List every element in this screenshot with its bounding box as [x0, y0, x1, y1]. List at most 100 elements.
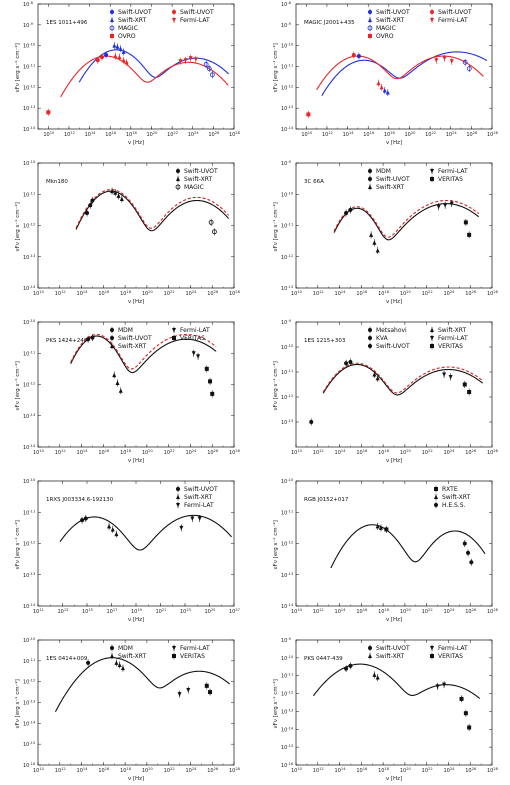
panel-pks-1424-240-xtick-label: 1010: [33, 449, 45, 456]
panel-pks-0447-439-legend-label: Swift-XRT: [376, 653, 404, 660]
panel-1rxs-j003334-6-192130-ytick-label: 10-12: [23, 541, 35, 548]
panel-mkn180-model-curve-1: [75, 190, 229, 232]
panel-1rxs-j003334-6-192130-legend-label: Fermi-LAT: [184, 502, 214, 509]
panel-1rxs-j003334-6-192130-model-curve-1: [59, 514, 232, 551]
panel-pks-1424-240-xtick-label: 1018: [120, 449, 132, 456]
panel-1es-0414-009-ytick-label: 10-16: [23, 762, 36, 769]
panel-pks-0447-439-legend-label: Swift-UVOT: [376, 645, 410, 652]
panel-pks-0447-439-legend-label: Fermi-LAT: [438, 645, 468, 652]
panel-pks-1424-240: 1010 1012 1014 1016 1018 1020 1022 1024 1026 1028…: [14, 319, 241, 464]
panel-pks-0447-439-point: [435, 684, 440, 689]
panel-1es-1215-303-legend-label: Fermi-LAT: [438, 335, 468, 342]
panel-1es-1215-303-ytick-label: 10-10: [281, 344, 294, 351]
panel-rgb-j0152-017-point: [462, 541, 467, 546]
panel-magic-j2001-435-models: [316, 51, 488, 96]
panel-mkn180-point: [116, 193, 121, 198]
panel-1es-0414-009-xtick-label: 1018: [120, 767, 132, 774]
panel-rgb-j0152-017: 1010 1012 1014 1016 1018 1020 1022 1024 1026 1028…: [272, 478, 499, 623]
panel-magic-j2001-435-point: [466, 66, 472, 71]
panel-1es-1011-496-ytick-label: 10-13: [23, 105, 35, 112]
panel-magic-j2001-435-point: [379, 84, 384, 90]
panel-pks-0447-439-point: [344, 666, 349, 671]
panel-3c-66a-model-curve-2: [333, 199, 480, 238]
panel-3c-66a-models: [333, 199, 480, 241]
panel-pks-0447-439-ytick-label: 10-15: [281, 744, 293, 751]
panel-1es-1215-303-xtick-label: 1026: [465, 449, 477, 456]
panel-mkn180-point: [88, 203, 93, 208]
panel-1es-1011-496-point: [209, 72, 215, 78]
panel-mkn180-point: [85, 211, 89, 215]
panel-mkn180-legend-label: Swift-XRT: [184, 176, 212, 183]
panel-1rxs-j003334-6-192130-frame: [37, 480, 235, 607]
panel-rgb-j0152-017-point: [466, 550, 471, 555]
panel-magic-j2001-435-ytick-label: 10-11: [281, 64, 293, 71]
panel-1es-1011-496-point: [124, 59, 129, 65]
panel-1es-1011-496-point: [206, 66, 212, 71]
panel-3c-66a-xtick-label: 1028: [487, 290, 499, 297]
panel-pks-0447-439-point: [467, 725, 472, 730]
panel-rgb-j0152-017-legend-label: Swift-XRT: [442, 494, 470, 501]
panel-1rxs-j003334-6-192130-xtick-label: 1025: [205, 608, 216, 615]
panel-rgb-j0152-017-xtick-label: 1018: [378, 608, 390, 615]
panel-1es-0414-009-xtick-label: 1012: [55, 767, 66, 774]
panel-pks-1424-240-xtick-label: 1028: [229, 449, 241, 456]
panel-pks-0447-439-legend: Swift-UVOT Fermi-LAT Swift-XRT VERITAS: [368, 644, 468, 660]
panel-3c-66a-point: [369, 232, 374, 237]
panel-pks-0447-439: 1010 1012 1014 1016 1018 1020 1022 1024 1026 1028…: [272, 637, 499, 782]
panel-1es-1215-303-legend-label: Swift-XRT: [438, 327, 466, 334]
panel-1es-0414-009-legend: MDM Fermi-LAT Swift-XRT VERITAS: [110, 644, 210, 660]
panel-1es-0414-009-models: [54, 657, 230, 712]
panel-mkn180-xtick-label: 1012: [55, 290, 66, 297]
panel-magic-j2001-435-xtick-label: 1012: [322, 131, 333, 138]
panel-1es-1215-303: 1010 1012 1014 1016 1018 1020 1022 1024 1026 1028…: [272, 319, 499, 464]
panel-rgb-j0152-017-xtick-label: 1010: [291, 608, 303, 615]
panel-1rxs-j003334-6-192130-ytick-label: 10-14: [23, 603, 36, 610]
panel-rgb-j0152-017-ytick-label: 10-14: [281, 603, 294, 610]
panel-1es-0414-009-ytick-label: 10-12: [23, 679, 35, 686]
panel-1es-1215-303-ylabel: νFν [erg s⁻¹ cm⁻²]: [272, 361, 279, 410]
panel-1rxs-j003334-6-192130-models: [59, 514, 232, 551]
panel-magic-j2001-435-point: [306, 112, 311, 117]
panel-mkn180-ytick-label: 10-13: [23, 254, 35, 261]
panel-pks-1424-240-legend-label: Fermi-LAT: [180, 327, 210, 334]
panel-1es-1215-303-legend-label: KVA: [376, 335, 389, 342]
panel-1rxs-j003334-6-192130-point: [107, 523, 112, 529]
panel-pks-1424-240-point: [115, 380, 120, 385]
panel-magic-j2001-435-xlabel: ν [Hz]: [386, 140, 402, 146]
panel-magic-j2001-435-legend-label: Swift-XRT: [376, 17, 404, 24]
panel-pks-0447-439-xtick-label: 1014: [335, 767, 347, 774]
panel-pks-0447-439-ytick-label: 10-12: [281, 691, 293, 698]
panel-magic-j2001-435-ylabel: νFν [erg s⁻¹ cm⁻²]: [272, 43, 279, 92]
panel-pks-0447-439-points: [344, 662, 472, 731]
panel-3c-66a-point: [436, 204, 441, 210]
panel-3c-66a-xtick-label: 1026: [465, 290, 477, 297]
panel-1rxs-j003334-6-192130: 1011 1013 1015 1017 1019 1021 1023 1025 1027 10-1…: [14, 478, 240, 623]
panel-3c-66a-xtick-label: 1016: [356, 290, 368, 297]
panel-1es-1215-303-point: [372, 372, 377, 377]
panel-magic-j2001-435-point: [376, 80, 381, 86]
panel-1es-1011-496-legend-label: Swift-UVOT: [118, 9, 152, 16]
panel-1es-0414-009-point: [204, 683, 209, 688]
panel-mkn180-point: [119, 196, 124, 201]
panel-mkn180-point: [90, 198, 95, 203]
panel-1es-0414-009-ytick-label: 10-10: [23, 637, 36, 644]
panel-pks-0447-439-xtick-label: 1028: [487, 767, 499, 774]
panel-magic-j2001-435-source-label: MAGIC J2001+435: [304, 20, 355, 26]
panel-pks-1424-240-ytick-label: 10-14: [23, 444, 36, 451]
panel-1es-1215-303-xtick-label: 1020: [400, 449, 412, 456]
panel-pks-0447-439-xtick-label: 1026: [465, 767, 477, 774]
panel-1es-1011-496-xtick-label: 1018: [126, 131, 138, 138]
panel-pks-1424-240-model-curve-1: [70, 335, 217, 374]
panel-1es-1011-496-xlabel: ν [Hz]: [128, 140, 144, 146]
panel-rgb-j0152-017-point: [384, 527, 389, 532]
panel-pks-0447-439-xtick-label: 1016: [356, 767, 368, 774]
panel-magic-j2001-435-xtick-label: 1010: [301, 131, 313, 138]
panel-1es-1215-303-models: [322, 362, 483, 396]
panel-pks-0447-439-point: [375, 675, 380, 680]
panel-1es-0414-009-xtick-label: 1014: [77, 767, 89, 774]
panel-1es-1215-303-point: [467, 390, 472, 394]
panel-pks-1424-240-xtick-label: 1012: [55, 449, 66, 456]
panel-1es-0414-009-ytick-label: 10-11: [23, 658, 35, 665]
panel-magic-j2001-435-xtick-label: 1026: [466, 131, 478, 138]
panel-magic-j2001-435-point: [434, 58, 439, 63]
